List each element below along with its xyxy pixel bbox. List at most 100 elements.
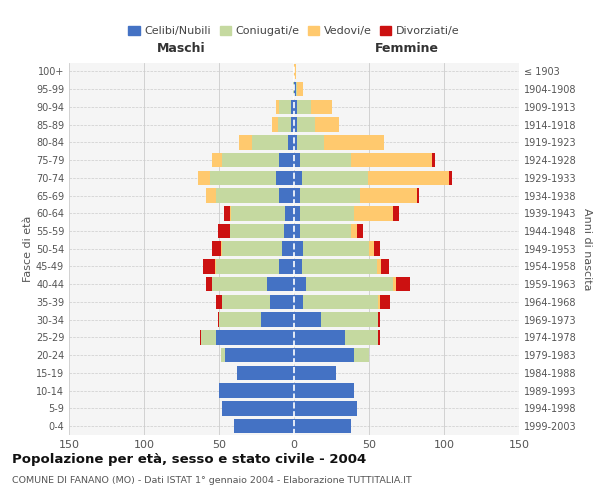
- Bar: [252, 135, 288, 150]
- Bar: [219, 384, 294, 398]
- Bar: [324, 135, 384, 150]
- Bar: [221, 242, 222, 256]
- Bar: [279, 188, 294, 203]
- Bar: [212, 242, 221, 256]
- Bar: [294, 384, 354, 398]
- Bar: [294, 64, 296, 78]
- Bar: [357, 224, 363, 238]
- Bar: [294, 348, 354, 362]
- Bar: [369, 242, 373, 256]
- Bar: [373, 242, 380, 256]
- Bar: [378, 312, 380, 327]
- Bar: [234, 419, 294, 434]
- Bar: [231, 206, 285, 220]
- Bar: [417, 188, 419, 203]
- Bar: [285, 206, 294, 220]
- Bar: [354, 348, 369, 362]
- Bar: [351, 224, 357, 238]
- Bar: [294, 224, 300, 238]
- Bar: [294, 366, 336, 380]
- Bar: [380, 294, 390, 309]
- Bar: [293, 82, 294, 96]
- Y-axis label: Anni di nascita: Anni di nascita: [582, 208, 592, 290]
- Bar: [294, 330, 345, 344]
- Bar: [276, 100, 279, 114]
- Bar: [212, 153, 222, 168]
- Bar: [216, 188, 279, 203]
- Bar: [279, 100, 291, 114]
- Bar: [218, 224, 229, 238]
- Bar: [261, 312, 294, 327]
- Bar: [303, 242, 369, 256]
- Bar: [297, 118, 315, 132]
- Bar: [294, 135, 297, 150]
- Bar: [216, 294, 222, 309]
- Bar: [229, 224, 284, 238]
- Bar: [300, 224, 351, 238]
- Bar: [354, 206, 393, 220]
- Bar: [294, 82, 296, 96]
- Bar: [277, 118, 291, 132]
- Bar: [294, 118, 297, 132]
- Bar: [396, 277, 409, 291]
- Bar: [297, 100, 311, 114]
- Bar: [393, 206, 399, 220]
- Bar: [203, 259, 215, 274]
- Bar: [296, 82, 297, 96]
- Bar: [222, 294, 270, 309]
- Bar: [223, 206, 229, 220]
- Legend: Celibi/Nubili, Coniugati/e, Vedovi/e, Divorziati/e: Celibi/Nubili, Coniugati/e, Vedovi/e, Di…: [126, 24, 462, 38]
- Bar: [271, 118, 277, 132]
- Bar: [222, 242, 282, 256]
- Bar: [279, 259, 294, 274]
- Bar: [212, 277, 267, 291]
- Bar: [297, 82, 303, 96]
- Bar: [205, 277, 212, 291]
- Bar: [216, 259, 279, 274]
- Bar: [239, 135, 252, 150]
- Bar: [294, 100, 297, 114]
- Bar: [449, 170, 452, 185]
- Bar: [432, 153, 435, 168]
- Bar: [294, 294, 303, 309]
- Bar: [294, 170, 302, 185]
- Bar: [284, 224, 294, 238]
- Bar: [303, 294, 378, 309]
- Bar: [276, 170, 294, 185]
- Bar: [393, 277, 396, 291]
- Bar: [294, 259, 302, 274]
- Bar: [229, 206, 231, 220]
- Bar: [377, 259, 381, 274]
- Bar: [222, 401, 294, 415]
- Bar: [360, 188, 417, 203]
- Bar: [345, 330, 378, 344]
- Bar: [311, 100, 331, 114]
- Bar: [201, 330, 216, 344]
- Bar: [218, 312, 219, 327]
- Bar: [381, 259, 389, 274]
- Bar: [267, 277, 294, 291]
- Bar: [321, 312, 378, 327]
- Bar: [291, 118, 294, 132]
- Bar: [216, 330, 294, 344]
- Bar: [237, 366, 294, 380]
- Bar: [205, 188, 216, 203]
- Text: COMUNE DI FANANO (MO) - Dati ISTAT 1° gennaio 2004 - Elaborazione TUTTITALIA.IT: COMUNE DI FANANO (MO) - Dati ISTAT 1° ge…: [12, 476, 412, 485]
- Bar: [198, 170, 210, 185]
- Bar: [300, 188, 360, 203]
- Bar: [294, 401, 357, 415]
- Bar: [282, 242, 294, 256]
- Bar: [297, 135, 324, 150]
- Bar: [302, 259, 377, 274]
- Text: Maschi: Maschi: [157, 42, 206, 56]
- Bar: [294, 312, 321, 327]
- Bar: [367, 170, 449, 185]
- Bar: [306, 277, 393, 291]
- Bar: [279, 153, 294, 168]
- Bar: [291, 100, 294, 114]
- Text: Femmine: Femmine: [374, 42, 439, 56]
- Bar: [221, 348, 225, 362]
- Bar: [294, 188, 300, 203]
- Bar: [219, 312, 261, 327]
- Bar: [199, 330, 201, 344]
